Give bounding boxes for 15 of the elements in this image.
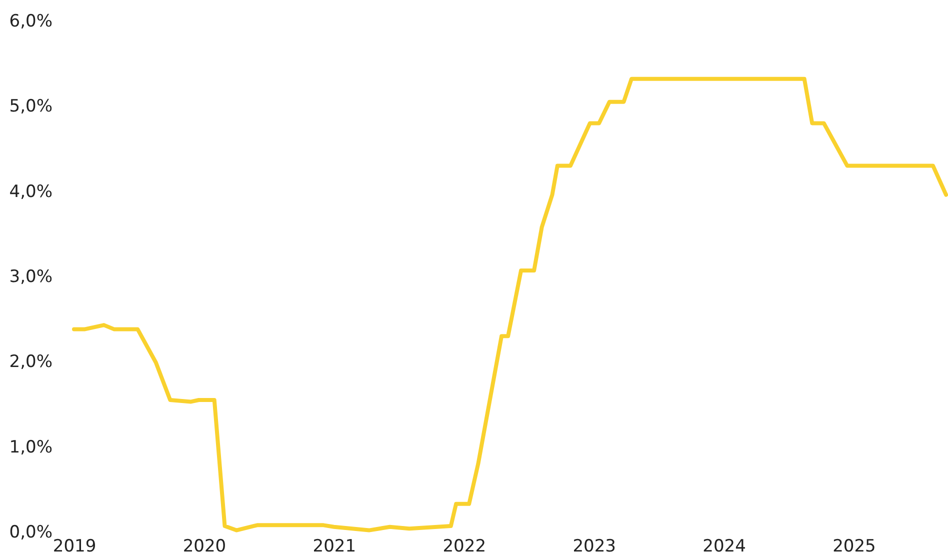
x-tick-label: 2020 [182,536,226,556]
x-tick-label: 2025 [832,536,876,556]
y-tick-label: 0,0% [9,522,52,542]
y-tick-label: 5,0% [9,96,52,117]
y-tick-label: 2,0% [9,352,52,372]
y-tick-label: 1,0% [9,437,52,458]
y-tick-label: 3,0% [9,267,52,287]
y-tick-label: 4,0% [9,182,52,202]
line-series [72,76,948,532]
x-tick-label: 2019 [52,536,96,556]
x-tick-label: 2024 [702,536,746,556]
x-tick-label: 2022 [442,536,486,556]
x-tick-label: 2021 [312,536,356,556]
x-tick-label: 2023 [572,536,616,556]
y-tick-label: 6,0% [9,12,52,32]
